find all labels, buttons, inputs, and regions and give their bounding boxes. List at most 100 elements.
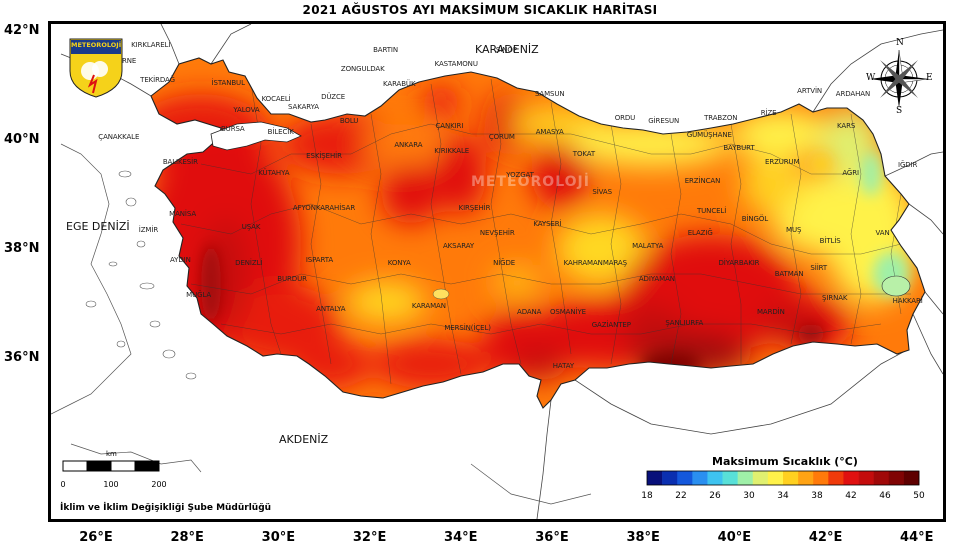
color-bar-segment	[677, 471, 693, 485]
province-label: MANİSA	[169, 209, 197, 218]
province-label: ISPARTA	[305, 255, 334, 264]
color-bar-tick-label: 34	[777, 491, 789, 501]
color-bar-tick-label: 50	[913, 491, 925, 501]
color-bar-segment	[843, 471, 859, 485]
province-label: KONYA	[387, 258, 411, 267]
province-label: ÇORUM	[488, 133, 515, 142]
province-label: MUĞLA	[186, 291, 212, 300]
province-label: BAYBURT	[723, 144, 755, 153]
color-bar-segment	[858, 471, 874, 485]
province-label: KARABÜK	[383, 80, 416, 89]
province-label: AFYONKARAHİSAR	[292, 204, 356, 213]
province-label: ERZİNCAN	[684, 176, 721, 185]
map-frame: METEOROLOJİ KARADENİZ EGE DENİZİ AKDENİZ…	[48, 21, 946, 522]
province-label: ZONGULDAK	[340, 65, 385, 74]
province-label: SAMSUN	[534, 89, 565, 98]
province-label: NİĞDE	[493, 258, 516, 267]
compass-s-label: S	[896, 106, 903, 116]
color-bar-segment	[722, 471, 738, 485]
color-bar	[646, 470, 920, 486]
province-label: BOLU	[339, 116, 359, 125]
color-bar-segment	[888, 471, 905, 485]
province-label: UŞAK	[241, 223, 261, 232]
province-label: SİVAS	[592, 187, 612, 196]
aegean-sea-label: EGE DENİZİ	[66, 220, 130, 233]
color-bar-segment	[767, 471, 784, 485]
color-bar-segment	[752, 471, 769, 485]
province-label: BALIKESİR	[162, 157, 198, 166]
province-label: KÜTAHYA	[258, 168, 290, 177]
province-label: TOKAT	[572, 149, 596, 158]
province-label: ANTALYA	[316, 304, 346, 313]
logo-text: METEOROLOJİ	[71, 41, 122, 49]
longitude-label: 42°E	[808, 530, 843, 545]
province-label: BATMAN	[774, 269, 804, 278]
province-label: BARTIN	[373, 46, 399, 55]
color-bar-segment	[813, 471, 829, 485]
province-label: KARAMAN	[411, 302, 446, 311]
scale-tick-200: 200	[151, 480, 167, 489]
province-label: AKSARAY	[442, 242, 475, 251]
province-label: KAYSERİ	[533, 220, 562, 229]
color-bar-tick-label: 42	[845, 491, 857, 501]
color-bar-segment	[828, 471, 844, 485]
province-label: KIRKLARELİ	[131, 40, 171, 49]
color-bar-tick-label: 38	[811, 491, 823, 501]
province-label: SAKARYA	[288, 103, 319, 112]
color-bar-tick-label: 18	[641, 491, 653, 501]
compass-n-label: N	[896, 38, 904, 48]
province-label: ADANA	[517, 307, 542, 316]
province-label: MARDİN	[756, 307, 785, 316]
province-label: ÇANKIRI	[435, 122, 464, 131]
province-label: DİYARBAKIR	[718, 258, 760, 267]
province-label: BURSA	[220, 125, 245, 134]
longitude-label: 44°E	[900, 530, 934, 545]
legend-title: Maksimum Sıcaklık (°C)	[712, 455, 858, 468]
province-label: KIRIKKALE	[434, 146, 470, 155]
scale-unit: km	[106, 450, 117, 458]
color-bar-border	[646, 470, 920, 486]
province-label: YALOVA	[233, 106, 260, 115]
province-label: EDİRNE	[110, 56, 137, 65]
longitude-label: 38°E	[626, 530, 660, 545]
province-label: AMASYA	[535, 127, 564, 136]
shield-icon	[69, 38, 123, 98]
scale-tick-100: 100	[103, 480, 119, 489]
province-label: TEKİRDAĞ	[140, 76, 175, 85]
color-bar-tick-label: 22	[675, 491, 687, 501]
color-bar-segment	[783, 471, 799, 485]
province-label: KARS	[837, 122, 856, 131]
province-label: DENİZLİ	[235, 258, 263, 267]
province-label: NEVŞEHİR	[479, 228, 515, 237]
province-label: KASTAMONU	[434, 59, 478, 68]
province-label: ARDAHAN	[835, 89, 871, 98]
province-label: MALATYA	[632, 242, 664, 251]
longitude-label: 34°E	[444, 530, 478, 545]
province-label: OSMANİYE	[549, 307, 586, 316]
meteoroloji-logo: METEOROLOJİ	[68, 37, 124, 99]
province-label: IĞDIR	[898, 160, 918, 169]
color-bar-segment	[903, 471, 920, 485]
color-bar-segment	[647, 471, 663, 485]
province-label: VAN	[875, 228, 890, 237]
compass-w-label: W	[866, 73, 876, 83]
province-label: YOZGAT	[506, 171, 534, 180]
longitude-label: 32°E	[352, 530, 387, 545]
temperature-map	[51, 24, 943, 519]
province-label: MERSİN(İÇEL)	[444, 324, 491, 333]
province-label: ŞANLIURFA	[665, 318, 704, 327]
longitude-label: 28°E	[170, 530, 204, 545]
latitude-label: 36°N	[4, 350, 40, 365]
latitude-label: 38°N	[4, 241, 40, 256]
compass-e-label: E	[926, 73, 933, 83]
province-label: MUŞ	[786, 225, 802, 234]
department-footer: İklim ve İklim Değişikliği Şube Müdürlüğ…	[60, 503, 272, 513]
color-bar-segment	[662, 471, 678, 485]
color-bar-tick-label: 26	[709, 491, 721, 501]
province-label: RİZE	[760, 108, 777, 117]
color-bar-segment	[692, 471, 708, 485]
province-label: BİLECİK	[267, 127, 294, 136]
province-label: ESKİŞEHİR	[306, 152, 342, 161]
province-label: AYDIN	[170, 255, 191, 264]
longitude-label: 30°E	[261, 530, 296, 545]
